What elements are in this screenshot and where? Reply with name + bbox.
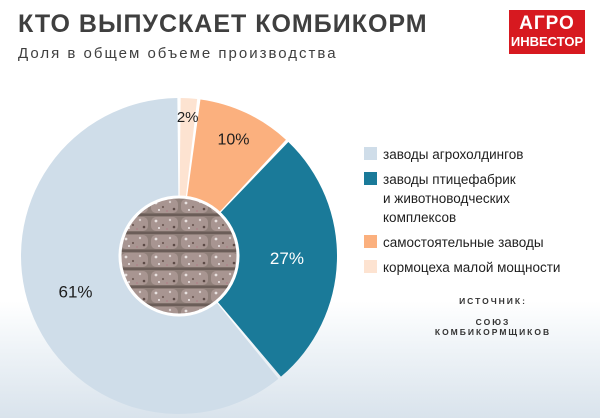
legend-label-1-line-0: заводы птицефабрик — [383, 172, 516, 187]
pie-slice-0 — [21, 98, 279, 414]
pie-slice-3 — [179, 98, 198, 198]
legend-swatch-0 — [364, 147, 377, 160]
agroinvestor-logo: АГРО ИНВЕСТОР — [509, 10, 585, 54]
legend-item-1: заводы птицефабрик и животноводческих комп… — [364, 170, 560, 227]
slice-value-label-0: 61% — [58, 283, 92, 302]
pie-slice-1 — [217, 141, 337, 377]
legend-label-1-line-2: комплексов — [383, 210, 457, 225]
source-note: ИСТОЧНИК: СОЮЗ КОМБИКОРМЩИКОВ — [418, 296, 568, 337]
chart-title: КТО ВЫПУСКАЕТ КОМБИКОРМ — [18, 10, 428, 38]
legend-label-1-line-1: и животноводческих — [383, 191, 510, 206]
pie-slice-2 — [187, 99, 286, 213]
legend-item-0: заводы агрохолдингов — [364, 145, 560, 164]
pie-slices — [21, 98, 337, 414]
legend-swatch-1 — [364, 172, 377, 185]
logo-line-2: ИНВЕСТОР — [510, 34, 584, 49]
legend-swatch-2 — [364, 235, 377, 248]
legend-swatch-3 — [364, 260, 377, 273]
source-text: СОЮЗ КОМБИКОРМЩИКОВ — [434, 317, 552, 337]
chart-legend: заводы агрохолдингов заводы птицефабрик и … — [364, 145, 560, 283]
slice-value-label-2: 10% — [217, 131, 249, 148]
legend-label-0: заводы агрохолдингов — [383, 147, 524, 162]
legend-item-2: самостоятельные заводы — [364, 233, 560, 252]
legend-item-3: кормоцеха малой мощности — [364, 258, 560, 277]
source-label: ИСТОЧНИК: — [459, 296, 527, 306]
slice-value-label-1: 27% — [270, 249, 304, 268]
legend-label-2: самостоятельные заводы — [383, 235, 544, 250]
logo-line-1: АГРО — [519, 13, 575, 34]
legend-label-3: кормоцеха малой мощности — [383, 260, 561, 275]
feed-bags-photo — [118, 195, 240, 317]
chart-subtitle: Доля в общем объеме производства — [18, 45, 338, 62]
slice-value-label-3: 2% — [177, 109, 199, 126]
slice-value-labels: 2% 10% 27% 61% — [58, 109, 303, 302]
